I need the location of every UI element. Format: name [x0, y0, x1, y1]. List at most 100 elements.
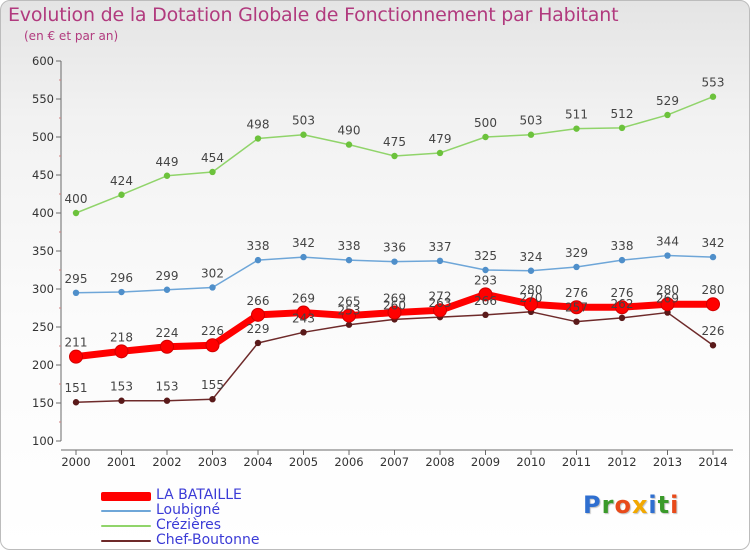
data-label-chef-boutonne: 151 [65, 381, 88, 395]
legend-swatch [101, 540, 151, 542]
data-label-chef-boutonne: 155 [201, 378, 224, 392]
data-label-la-bataille: 224 [156, 326, 179, 340]
data-label-la-bataille: 211 [65, 336, 88, 350]
data-label-la-bataille: 280 [520, 283, 543, 297]
x-tick-label: 2006 [334, 455, 363, 469]
data-point-chef-boutonne [254, 339, 262, 347]
legend-swatch [101, 525, 151, 527]
y-tick-label: 450 [32, 168, 54, 182]
data-point-loubigne [709, 253, 717, 261]
data-point-loubigne [527, 267, 535, 274]
data-label-la-bataille: 272 [429, 289, 452, 303]
data-point-crezieres [527, 131, 535, 138]
x-tick-label: 2007 [380, 455, 409, 469]
data-point-loubigne [163, 286, 171, 293]
data-point-loubigne [118, 288, 125, 296]
data-point-crezieres [709, 93, 717, 100]
data-label-chef-boutonne: 229 [247, 322, 270, 336]
legend-item-loubigne: Loubigné [101, 502, 321, 518]
data-label-la-bataille: 276 [565, 286, 588, 300]
data-label-loubigne: 296 [110, 271, 133, 285]
data-label-chef-boutonne: 266 [474, 294, 497, 308]
data-label-la-bataille: 265 [338, 295, 361, 309]
data-point-la-bataille [160, 339, 174, 354]
data-label-la-bataille: 293 [474, 273, 497, 287]
data-label-crezieres: 424 [110, 174, 133, 188]
data-label-crezieres: 449 [156, 155, 179, 169]
data-point-crezieres [391, 152, 398, 160]
chart-legend: LA BATAILLE Loubigné Crézières Chef-Boutonn… [101, 487, 321, 548]
data-label-chef-boutonne: 226 [702, 324, 725, 338]
data-point-chef-boutonne [345, 321, 353, 328]
data-point-chef-boutonne [618, 314, 626, 322]
data-label-crezieres: 400 [65, 192, 88, 206]
y-tick-label: 550 [32, 92, 54, 106]
data-label-crezieres: 511 [565, 108, 588, 122]
data-label-la-bataille: 280 [702, 283, 725, 297]
data-label-loubigne: 325 [474, 249, 497, 263]
proxiti-logo: Proxiti [583, 491, 679, 519]
data-point-la-bataille [569, 300, 584, 315]
data-label-loubigne: 324 [520, 250, 543, 264]
data-point-loubigne [664, 252, 671, 259]
data-point-loubigne [436, 257, 444, 265]
logo-letter: i [670, 491, 680, 519]
data-label-la-bataille: 269 [383, 292, 406, 306]
x-tick-label: 2014 [698, 455, 727, 469]
data-point-la-bataille [251, 307, 265, 322]
data-point-la-bataille [478, 287, 493, 302]
data-point-crezieres [664, 111, 671, 119]
data-label-la-bataille: 226 [201, 324, 224, 338]
y-tick-label: 100 [32, 434, 54, 448]
data-point-crezieres [254, 135, 262, 142]
data-label-loubigne: 336 [383, 241, 406, 255]
chart-subtitle: (en € et par an) [24, 29, 119, 43]
y-tick-label: 500 [32, 130, 54, 144]
data-label-crezieres: 512 [611, 107, 634, 121]
data-point-la-bataille [524, 297, 538, 312]
data-point-chef-boutonne [709, 342, 717, 349]
data-point-la-bataille [342, 308, 356, 323]
data-point-loubigne [72, 289, 80, 296]
data-label-chef-boutonne: 153 [110, 380, 133, 394]
data-label-chef-boutonne: 253 [338, 304, 361, 318]
data-point-crezieres [209, 168, 216, 176]
logo-letter: i [648, 491, 658, 519]
legend-label: Chef-Boutonne [156, 532, 260, 548]
data-point-crezieres [163, 172, 171, 179]
x-tick-label: 2002 [152, 455, 181, 469]
data-point-loubigne [573, 263, 580, 271]
x-tick-label: 2009 [471, 455, 500, 469]
data-label-la-bataille: 276 [611, 286, 634, 300]
data-point-la-bataille [433, 303, 447, 318]
data-point-crezieres [573, 125, 580, 132]
x-tick-label: 2013 [653, 455, 682, 469]
data-label-loubigne: 342 [292, 236, 315, 250]
logo-letter: r [601, 491, 615, 519]
data-point-loubigne [209, 284, 216, 291]
logo-letter: t [657, 491, 671, 519]
x-tick-label: 2001 [107, 455, 136, 469]
data-point-loubigne [391, 258, 398, 265]
data-label-crezieres: 475 [383, 135, 406, 149]
data-point-chef-boutonne [482, 311, 489, 319]
data-label-chef-boutonne: 270 [520, 291, 543, 305]
data-point-chef-boutonne [163, 397, 171, 404]
legend-item-chef-boutonne: Chef-Boutonne [101, 532, 321, 548]
data-label-loubigne: 299 [156, 269, 179, 283]
data-point-loubigne [254, 256, 262, 264]
data-label-loubigne: 329 [565, 246, 588, 260]
data-label-crezieres: 503 [520, 114, 543, 128]
data-label-crezieres: 500 [474, 116, 497, 130]
data-label-loubigne: 338 [247, 239, 270, 253]
data-point-crezieres [618, 124, 626, 132]
data-point-la-bataille [69, 349, 83, 364]
data-label-chef-boutonne: 243 [292, 311, 315, 325]
legend-item-la-bataille: LA BATAILLE [101, 487, 321, 503]
data-point-chef-boutonne [573, 318, 580, 325]
data-label-chef-boutonne: 153 [156, 380, 179, 394]
data-point-la-bataille [205, 338, 220, 353]
data-point-loubigne [345, 256, 353, 264]
